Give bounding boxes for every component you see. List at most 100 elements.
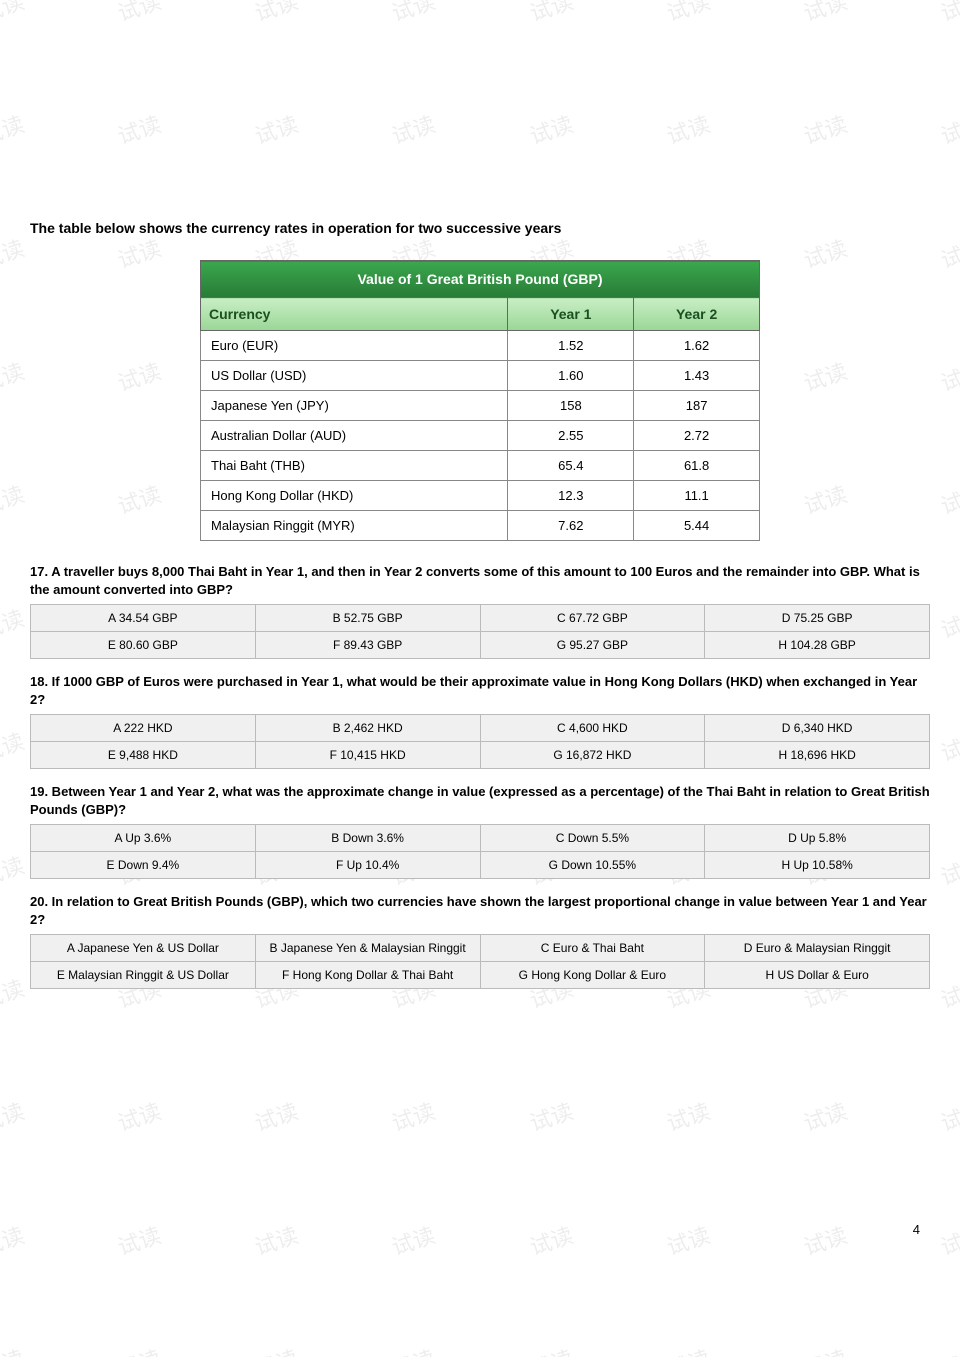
- watermark-text: 试读: [388, 1218, 440, 1262]
- answer-option[interactable]: B 2,462 HKD: [255, 715, 480, 742]
- answer-option[interactable]: H US Dollar & Euro: [705, 962, 930, 989]
- answer-option[interactable]: B 52.75 GBP: [255, 605, 480, 632]
- watermark-text: 试读: [525, 1094, 577, 1138]
- answer-option[interactable]: G 95.27 GBP: [480, 632, 705, 659]
- answer-option[interactable]: D Up 5.8%: [705, 825, 930, 852]
- year1-value: 2.55: [508, 421, 634, 451]
- year1-value: 1.60: [508, 361, 634, 391]
- answer-option[interactable]: H 104.28 GBP: [705, 632, 930, 659]
- answer-option[interactable]: A 34.54 GBP: [31, 605, 256, 632]
- table-row: US Dollar (USD)1.601.43: [201, 361, 760, 391]
- answer-option[interactable]: G 16,872 HKD: [480, 742, 705, 769]
- watermark-text: 试读: [936, 1218, 960, 1262]
- page-number: 4: [913, 1222, 920, 1237]
- year2-value: 187: [634, 391, 760, 421]
- table-row: Australian Dollar (AUD)2.552.72: [201, 421, 760, 451]
- watermark-text: 试读: [0, 1341, 28, 1357]
- answer-option[interactable]: G Down 10.55%: [480, 852, 705, 879]
- year2-value: 2.72: [634, 421, 760, 451]
- answer-option[interactable]: D Euro & Malaysian Ringgit: [705, 935, 930, 962]
- year2-value: 61.8: [634, 451, 760, 481]
- answer-option[interactable]: F 89.43 GBP: [255, 632, 480, 659]
- watermark-text: 试读: [936, 1094, 960, 1138]
- answer-option[interactable]: H Up 10.58%: [705, 852, 930, 879]
- currency-name: Australian Dollar (AUD): [201, 421, 508, 451]
- watermark-text: 试读: [799, 1218, 851, 1262]
- answer-option[interactable]: E Malaysian Ringgit & US Dollar: [31, 962, 256, 989]
- answer-option[interactable]: F Hong Kong Dollar & Thai Baht: [255, 962, 480, 989]
- watermark-text: 试读: [250, 1218, 302, 1262]
- answer-option[interactable]: A 222 HKD: [31, 715, 256, 742]
- watermark-text: 试读: [388, 1341, 440, 1357]
- watermark-text: 试读: [250, 1341, 302, 1357]
- year1-value: 1.52: [508, 331, 634, 361]
- page-content: The table below shows the currency rates…: [0, 0, 960, 1029]
- table-row: Hong Kong Dollar (HKD)12.311.1: [201, 481, 760, 511]
- year1-value: 7.62: [508, 511, 634, 541]
- answer-option[interactable]: A Japanese Yen & US Dollar: [31, 935, 256, 962]
- answer-option[interactable]: C Down 5.5%: [480, 825, 705, 852]
- answer-option[interactable]: A Up 3.6%: [31, 825, 256, 852]
- question-prompt: 20. In relation to Great British Pounds …: [30, 893, 930, 928]
- answer-option[interactable]: D 75.25 GBP: [705, 605, 930, 632]
- watermark-text: 试读: [388, 1094, 440, 1138]
- answers-table: A 222 HKDB 2,462 HKDC 4,600 HKDD 6,340 H…: [30, 714, 930, 769]
- currency-table: Value of 1 Great British Pound (GBP) Cur…: [200, 260, 760, 541]
- answer-option[interactable]: C 4,600 HKD: [480, 715, 705, 742]
- question-prompt: 18. If 1000 GBP of Euros were purchased …: [30, 673, 930, 708]
- watermark-text: 试读: [113, 1094, 165, 1138]
- answer-option[interactable]: F Up 10.4%: [255, 852, 480, 879]
- answer-option[interactable]: B Japanese Yen & Malaysian Ringgit: [255, 935, 480, 962]
- currency-name: US Dollar (USD): [201, 361, 508, 391]
- year1-value: 158: [508, 391, 634, 421]
- intro-text: The table below shows the currency rates…: [30, 220, 930, 236]
- table-row: Thai Baht (THB)65.461.8: [201, 451, 760, 481]
- col-year2: Year 2: [634, 298, 760, 331]
- answer-option[interactable]: C Euro & Thai Baht: [480, 935, 705, 962]
- question-prompt: 19. Between Year 1 and Year 2, what was …: [30, 783, 930, 818]
- year2-value: 11.1: [634, 481, 760, 511]
- table-title: Value of 1 Great British Pound (GBP): [201, 261, 760, 298]
- watermark-text: 试读: [0, 1218, 28, 1262]
- currency-name: Malaysian Ringgit (MYR): [201, 511, 508, 541]
- table-row: Euro (EUR)1.521.62: [201, 331, 760, 361]
- year2-value: 1.62: [634, 331, 760, 361]
- watermark-text: 试读: [662, 1094, 714, 1138]
- watermark-text: 试读: [113, 1218, 165, 1262]
- question-prompt: 17. A traveller buys 8,000 Thai Baht in …: [30, 563, 930, 598]
- watermark-text: 试读: [662, 1341, 714, 1357]
- table-row: Japanese Yen (JPY)158187: [201, 391, 760, 421]
- answer-option[interactable]: F 10,415 HKD: [255, 742, 480, 769]
- answer-option[interactable]: H 18,696 HKD: [705, 742, 930, 769]
- watermark-text: 试读: [113, 1341, 165, 1357]
- watermark-text: 试读: [525, 1341, 577, 1357]
- answer-option[interactable]: E 9,488 HKD: [31, 742, 256, 769]
- table-row: Malaysian Ringgit (MYR)7.625.44: [201, 511, 760, 541]
- watermark-text: 试读: [250, 1094, 302, 1138]
- currency-table-wrap: Value of 1 Great British Pound (GBP) Cur…: [30, 260, 930, 541]
- answer-option[interactable]: C 67.72 GBP: [480, 605, 705, 632]
- col-year1: Year 1: [508, 298, 634, 331]
- currency-name: Thai Baht (THB): [201, 451, 508, 481]
- answers-table: A Japanese Yen & US DollarB Japanese Yen…: [30, 934, 930, 989]
- year1-value: 12.3: [508, 481, 634, 511]
- currency-name: Japanese Yen (JPY): [201, 391, 508, 421]
- year2-value: 5.44: [634, 511, 760, 541]
- answers-table: A 34.54 GBPB 52.75 GBPC 67.72 GBPD 75.25…: [30, 604, 930, 659]
- watermark-text: 试读: [799, 1094, 851, 1138]
- answer-option[interactable]: E Down 9.4%: [31, 852, 256, 879]
- year1-value: 65.4: [508, 451, 634, 481]
- answer-option[interactable]: D 6,340 HKD: [705, 715, 930, 742]
- answer-option[interactable]: G Hong Kong Dollar & Euro: [480, 962, 705, 989]
- watermark-text: 试读: [662, 1218, 714, 1262]
- watermark-text: 试读: [799, 1341, 851, 1357]
- watermark-text: 试读: [936, 1341, 960, 1357]
- col-currency: Currency: [201, 298, 508, 331]
- answers-table: A Up 3.6%B Down 3.6%C Down 5.5%D Up 5.8%…: [30, 824, 930, 879]
- currency-name: Hong Kong Dollar (HKD): [201, 481, 508, 511]
- answer-option[interactable]: E 80.60 GBP: [31, 632, 256, 659]
- answer-option[interactable]: B Down 3.6%: [255, 825, 480, 852]
- watermark-text: 试读: [525, 1218, 577, 1262]
- year2-value: 1.43: [634, 361, 760, 391]
- watermark-text: 试读: [0, 1094, 28, 1138]
